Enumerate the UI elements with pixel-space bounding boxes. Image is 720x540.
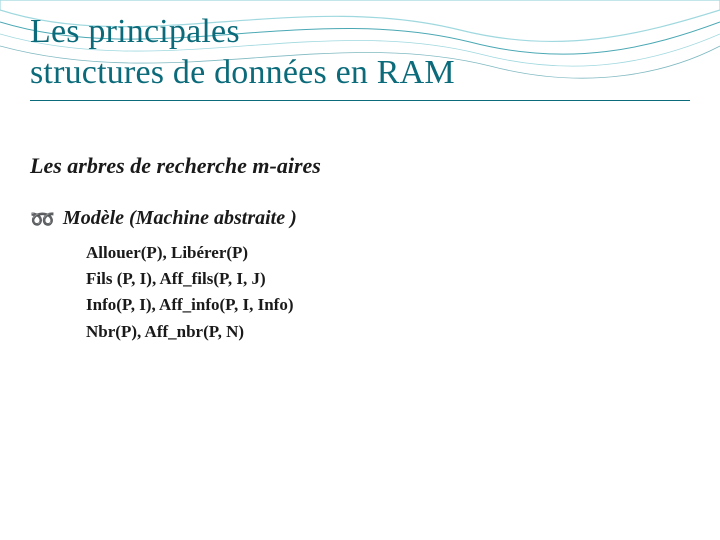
sub-item: Allouer(P), Libérer(P) [86,240,690,266]
bullet-label: Modèle (Machine abstraite ) [63,207,297,230]
slide-title: Les principales structures de données en… [30,12,690,94]
title-line-2: structures de données en RAM [30,54,455,91]
slide-content: Les principales structures de données en… [0,0,720,365]
sub-item: Nbr(P), Aff_nbr(P, N) [86,319,690,345]
title-line-1: Les principales [30,13,240,50]
sub-list: Allouer(P), Libérer(P) Fils (P, I), Aff_… [86,240,690,345]
sub-item: Info(P, I), Aff_info(P, I, Info) [86,292,690,318]
bullet-item: ➿ Modèle (Machine abstraite ) [30,207,690,230]
section-heading: Les arbres de recherche m-aires [30,153,690,179]
title-underline [30,100,690,101]
bullet-icon: ➿ [30,210,55,230]
sub-item: Fils (P, I), Aff_fils(P, I, J) [86,266,690,292]
